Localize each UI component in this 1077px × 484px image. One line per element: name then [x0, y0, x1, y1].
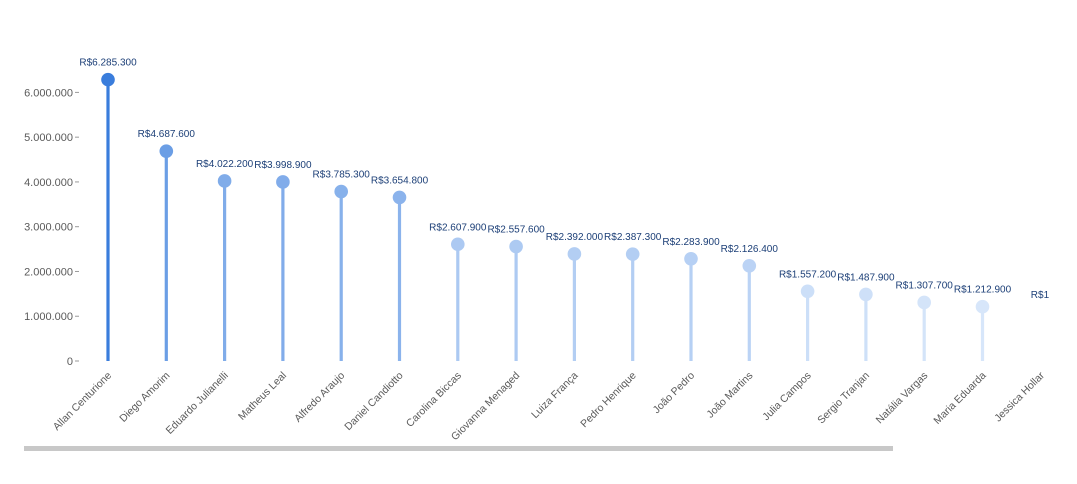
x-tick-label: Pedro Henrique — [578, 370, 639, 431]
data-label: R$2.387.300 — [604, 232, 662, 243]
lollipop-head — [509, 239, 523, 254]
lollipop-head — [101, 72, 115, 87]
data-label: R$2.392.000 — [546, 232, 604, 243]
lollipop-head — [276, 175, 290, 189]
data-label: R$2.607.900 — [429, 222, 487, 233]
lollipop-head — [159, 144, 174, 158]
data-label: R$1.487.900 — [837, 272, 895, 283]
lollipop-head — [567, 247, 582, 261]
data-label: R$2.283.900 — [662, 237, 720, 248]
y-tick-label: 6.000.000 — [24, 87, 73, 99]
x-tick-label: Carolina Biccas — [404, 370, 464, 430]
lollipop-head — [217, 174, 232, 188]
data-label: R$2.557.600 — [487, 225, 545, 236]
data-label: R$1.307.700 — [896, 280, 954, 291]
x-tick-label: João Martins — [704, 370, 755, 421]
x-tick-label: Eduardo Julianelli — [164, 370, 231, 437]
lollipop-head — [917, 295, 931, 310]
data-label: R$1.557.200 — [779, 269, 837, 280]
x-tick-label: João Pedro — [651, 370, 698, 417]
x-tick-label: Alfredo Araujo — [292, 370, 347, 425]
data-label: R$1 — [1031, 290, 1050, 301]
x-tick-label: Natália Vargas — [874, 370, 931, 427]
x-tick-label: Daniel Candiotto — [342, 370, 405, 433]
x-tick-label: Maria Eduarda — [931, 370, 988, 427]
data-label: R$3.785.300 — [313, 170, 371, 181]
x-tick-label: Diego Amorim — [117, 369, 172, 424]
lollipop-head — [742, 259, 757, 273]
horizontal-scrollbar[interactable] — [24, 446, 893, 451]
y-tick-label: 2.000.000 — [24, 266, 73, 278]
data-label: R$3.998.900 — [254, 160, 312, 171]
lollipop-head — [451, 237, 465, 252]
x-tick-label: Sergio Tranjan — [815, 370, 872, 427]
x-tick-label: Matheus Leal — [236, 370, 289, 423]
data-label: R$2.126.400 — [721, 244, 779, 255]
data-label: R$6.285.300 — [79, 58, 137, 69]
lollipop-head — [800, 284, 815, 299]
x-tick-label: Allan Centurione — [51, 370, 114, 433]
data-label: R$3.654.800 — [371, 175, 429, 186]
lollipop-head — [392, 190, 407, 205]
data-label: R$4.687.600 — [138, 129, 196, 140]
x-tick-label: Luiza França — [529, 370, 581, 422]
y-tick-label: 1.000.000 — [24, 311, 73, 323]
lollipop-head — [684, 251, 698, 266]
lollipop-head — [975, 299, 990, 314]
lollipop-head — [334, 184, 349, 199]
lollipop-head — [859, 287, 873, 302]
y-tick-label: 4.000.000 — [24, 177, 73, 189]
y-tick-label: 0 — [67, 356, 73, 368]
data-label: R$4.022.200 — [196, 159, 254, 170]
x-tick-label: Julia Campos — [760, 370, 813, 423]
y-tick-label: 3.000.000 — [24, 222, 73, 234]
y-tick-label: 5.000.000 — [24, 132, 73, 144]
data-label: R$1.212.900 — [954, 285, 1012, 296]
x-tick-label: Jessica Hollar — [992, 369, 1047, 424]
lollipop-head — [625, 247, 640, 261]
